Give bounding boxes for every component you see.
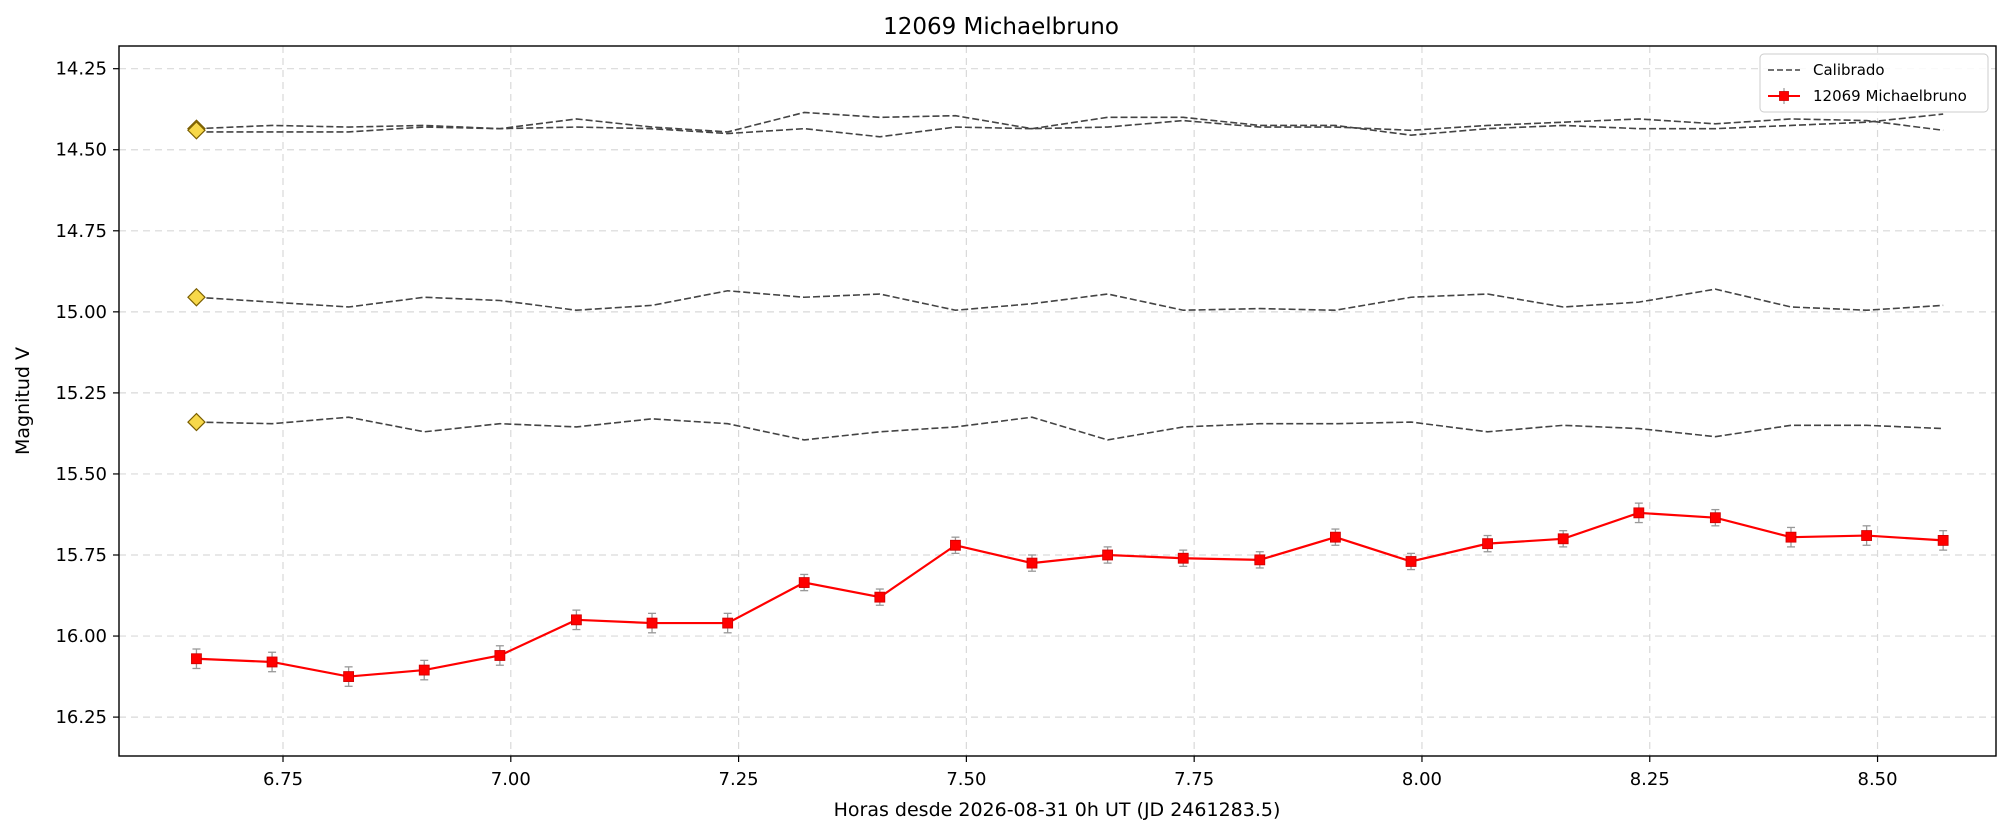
x-tick-label: 8.25: [1630, 769, 1670, 790]
data-point-marker: [1633, 507, 1645, 519]
data-point-marker: [1709, 512, 1721, 524]
calibration-line-3: [196, 288, 1944, 312]
x-tick-label: 7.50: [946, 769, 986, 790]
x-tick-label: 7.75: [1174, 769, 1214, 790]
data-point-marker: [1785, 531, 1797, 543]
y-tick-label: 14.75: [55, 221, 107, 242]
x-axis: 6.75 7.00 7.25 7.50 7.75 8.00 8.25 8.50: [263, 756, 1898, 790]
reference-star-marker: [187, 120, 206, 140]
data-point-marker: [1557, 533, 1569, 545]
data-point-marker: [266, 656, 278, 668]
data-point-marker: [191, 653, 202, 665]
data-point-marker: [1254, 554, 1266, 566]
plot-frame: [118, 45, 1997, 757]
calibration-line-2: [196, 118, 1944, 138]
legend-box: [1759, 53, 1989, 113]
data-point-marker: [1330, 531, 1341, 543]
data-point-marker: [1177, 552, 1189, 564]
legend-target-label: 12069 Michaelbruno: [1813, 87, 1967, 105]
x-axis-title: Horas desde 2026-08-31 0h UT (JD 2461283…: [834, 799, 1281, 821]
x-tick-label: 7.00: [491, 769, 531, 790]
y-tick-label: 14.25: [55, 59, 107, 80]
target-line: [196, 511, 1944, 678]
data-point-marker: [343, 671, 355, 682]
data-point-marker: [798, 577, 810, 588]
x-tick-label: 8.00: [1402, 769, 1442, 790]
target-series: [191, 502, 1949, 687]
data-point-marker: [494, 650, 506, 661]
chart-title: 12069 Michaelbruno: [883, 14, 1119, 40]
legend: Calibrado 12069 Michaelbruno: [1759, 53, 1989, 113]
grid: [119, 46, 1996, 756]
data-point-marker: [418, 664, 430, 676]
y-tick-label: 14.50: [55, 140, 107, 161]
y-tick-label: 15.00: [55, 302, 107, 323]
x-tick-label: 6.75: [263, 769, 303, 790]
calibration-line-4: [196, 416, 1944, 441]
data-point-marker: [571, 614, 582, 626]
data-point-marker: [1026, 557, 1038, 569]
calibration-lines: [196, 111, 1944, 441]
y-tick-label: 16.00: [55, 626, 107, 647]
data-point-marker: [1405, 556, 1417, 567]
legend-target-marker: [1779, 91, 1789, 101]
data-point-marker: [722, 617, 734, 629]
data-point-marker: [1102, 549, 1114, 561]
data-point-marker: [1861, 530, 1873, 541]
reference-star-marker: [187, 287, 206, 307]
data-point-marker: [950, 539, 961, 551]
y-tick-label: 15.25: [55, 383, 107, 404]
x-tick-label: 7.25: [719, 769, 759, 790]
data-point-marker: [1482, 538, 1493, 550]
data-point-marker: [874, 591, 886, 603]
y-tick-label: 15.75: [55, 545, 107, 566]
legend-calibrado-label: Calibrado: [1813, 61, 1885, 79]
data-point-marker: [646, 617, 658, 629]
y-axis: 14.25 14.50 14.75 15.00 15.25 15.50 15.75 16.00…: [55, 59, 119, 728]
y-tick-label: 16.25: [55, 707, 107, 728]
data-point-marker: [1937, 535, 1949, 546]
reference-markers: [187, 119, 206, 432]
y-tick-label: 15.50: [55, 464, 107, 485]
y-axis-title: Magnitud V: [12, 347, 34, 455]
reference-star-marker: [187, 412, 206, 432]
x-tick-label: 8.50: [1858, 769, 1898, 790]
